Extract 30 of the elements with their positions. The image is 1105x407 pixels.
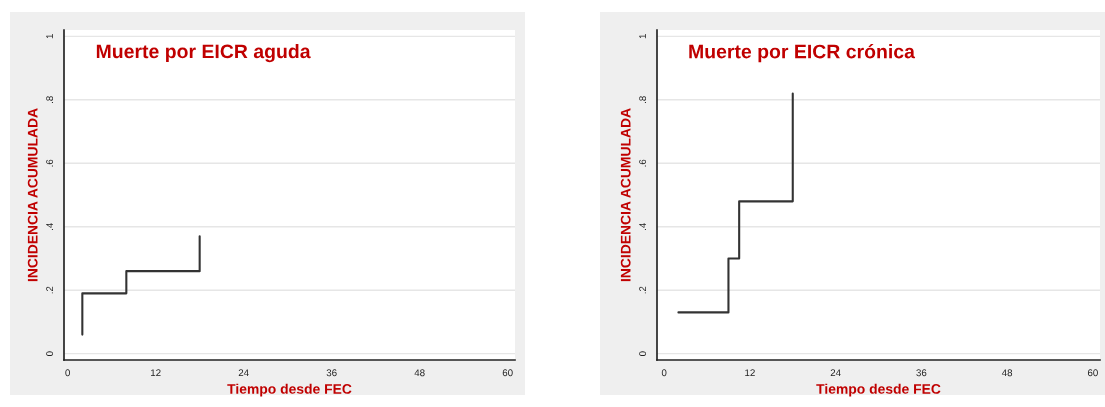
y-tick-label: .8 xyxy=(639,96,647,103)
y-axis-title: INCIDENCIA ACUMULADA xyxy=(620,108,631,282)
x-axis-title: Tiempo desde FEC xyxy=(227,383,352,397)
y-axis-title: INCIDENCIA ACUMULADA xyxy=(27,108,38,282)
y-tick-label: .4 xyxy=(639,222,646,230)
y-tick-label: .2 xyxy=(639,286,646,294)
x-tick-label: 12 xyxy=(151,369,161,377)
y-tick-label: 1 xyxy=(46,34,53,39)
x-tick-label: 0 xyxy=(65,369,70,377)
x-tick-label: 0 xyxy=(661,369,667,377)
x-tick-label: 36 xyxy=(916,369,927,377)
x-tick-label: 48 xyxy=(414,369,425,377)
x-tick-label: 36 xyxy=(326,369,337,377)
x-tick-label: 60 xyxy=(502,369,513,377)
x-tick-label: 12 xyxy=(745,369,755,377)
y-tick-label: .6 xyxy=(639,159,647,167)
x-tick-label: 48 xyxy=(1001,369,1013,377)
y-tick-label: .6 xyxy=(46,159,54,167)
y-tick-label: .2 xyxy=(46,286,53,294)
x-tick-label: 24 xyxy=(238,369,249,377)
x-axis-title: Tiempo desde FEC xyxy=(816,383,941,397)
y-tick-label: 0 xyxy=(46,351,54,356)
y-tick-label: .4 xyxy=(46,222,53,230)
x-tick-label: 24 xyxy=(830,369,841,377)
y-tick-label: 0 xyxy=(639,351,647,356)
x-tick-label: 60 xyxy=(1087,369,1098,377)
y-tick-label: 1 xyxy=(639,34,646,39)
y-tick-label: .8 xyxy=(46,96,54,103)
text: Muerte por EICR crónica xyxy=(689,43,916,63)
text: Muerte por EICR aguda xyxy=(96,43,311,63)
